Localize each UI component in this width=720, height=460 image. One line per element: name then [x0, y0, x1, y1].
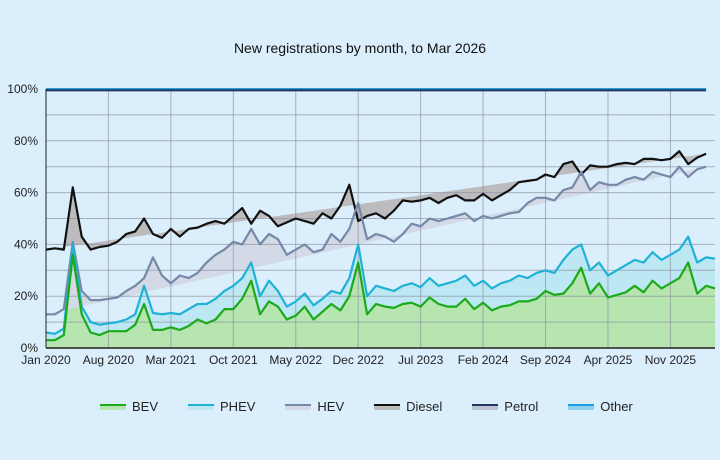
series-lines: [45, 88, 716, 342]
legend-swatch-icon: [285, 403, 312, 410]
y-axis-ticks: 0% 20% 40% 60% 80% 100%: [7, 82, 38, 355]
x-tick-label: Mar 2021: [146, 353, 197, 367]
y-tick-label: 80%: [14, 134, 38, 148]
legend-item-phev[interactable]: PHEV: [188, 399, 255, 414]
legend-label: Diesel: [406, 399, 443, 414]
x-tick-label: May 2022: [269, 353, 322, 367]
legend-label: PHEV: [220, 399, 256, 414]
x-tick-label: Nov 2025: [645, 353, 697, 367]
legend-swatch-icon: [188, 403, 215, 410]
x-tick-label: Aug 2020: [83, 353, 135, 367]
y-tick-label: 40%: [14, 237, 38, 251]
chart-title: New registrations by month, to Mar 2026: [233, 40, 487, 56]
legend-item-petrol[interactable]: Petrol: [472, 399, 538, 414]
y-tick-label: 0%: [21, 341, 39, 355]
x-tick-label: Oct 2021: [209, 353, 258, 367]
legend-label: Other: [600, 399, 633, 414]
legend-label: Petrol: [504, 399, 539, 414]
x-tick-label: Jul 2023: [398, 353, 444, 367]
x-tick-label: Sep 2024: [520, 353, 572, 367]
x-axis-ticks: Jan 2020 Aug 2020 Mar 2021 Oct 2021 May 2022…: [21, 353, 696, 367]
x-tick-label: Apr 2025: [584, 353, 633, 367]
legend-swatch-icon: [100, 403, 126, 410]
legend-item-bev[interactable]: BEV: [100, 399, 158, 414]
x-tick-label: Feb 2024: [458, 353, 509, 367]
area-bev: [46, 254, 715, 348]
x-tick-label: Jan 2020: [21, 353, 71, 367]
area-diesel: [46, 151, 707, 250]
legend: BEV PHEV HEV Diesel Petrol Other: [100, 399, 663, 414]
area-phev: [46, 236, 715, 341]
legend-item-hev[interactable]: HEV: [285, 399, 344, 414]
line-phev: [45, 235, 716, 335]
axes: [45, 89, 715, 349]
line-diesel: [45, 150, 707, 251]
legend-swatch-icon: [568, 403, 595, 410]
x-tick-label: Dec 2022: [333, 353, 385, 367]
legend-item-diesel[interactable]: Diesel: [374, 399, 442, 414]
legend-swatch-icon: [472, 403, 499, 410]
legend-label: BEV: [132, 399, 159, 414]
line-bev: [46, 253, 716, 342]
y-tick-label: 20%: [14, 289, 38, 303]
area-hev: [46, 166, 707, 315]
legend-label: HEV: [317, 399, 345, 414]
line-hev: [46, 165, 707, 316]
legend-item-other[interactable]: Other: [568, 399, 633, 414]
legend-swatch-icon: [374, 403, 401, 410]
y-tick-label: 60%: [14, 186, 38, 200]
y-tick-label: 100%: [7, 82, 38, 96]
